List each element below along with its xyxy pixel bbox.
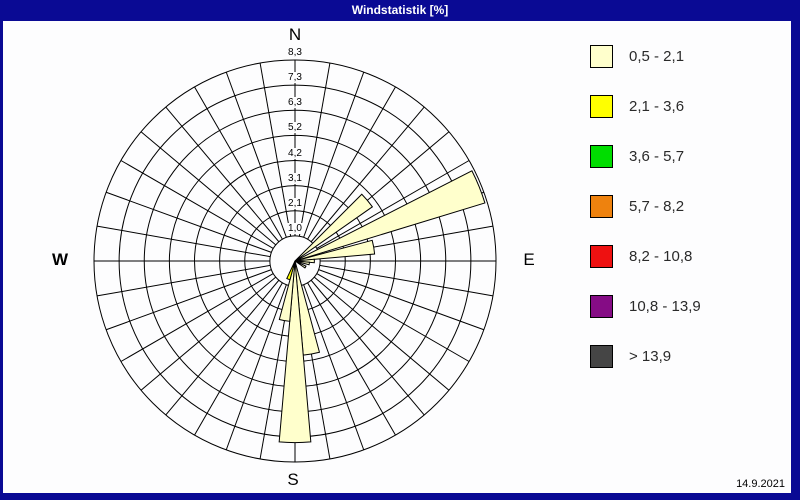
legend-label: 3,6 - 5,7 [629, 148, 685, 165]
grid-spoke [105, 191, 272, 253]
grid-spoke [96, 225, 271, 258]
date-label: 14.9.2021 [736, 478, 785, 490]
radial-axis-label: 3,1 [287, 172, 303, 184]
wind-petal [294, 239, 376, 262]
legend-item: 8,2 - 10,8 [590, 245, 701, 268]
grid-spoke [120, 160, 274, 249]
grid-spoke [105, 269, 272, 331]
legend-item: > 13,9 [590, 345, 701, 368]
radial-axis-label: 1,0 [287, 222, 303, 234]
window-titlebar: Windstatistik [%] [0, 0, 800, 21]
legend-swatch [590, 295, 613, 318]
windrose-chart [93, 59, 497, 463]
grid-spoke [140, 276, 277, 391]
wind-petal [278, 260, 312, 444]
grid-spoke [307, 86, 396, 240]
grid-spoke [310, 279, 425, 416]
legend-item: 3,6 - 5,7 [590, 145, 701, 168]
legend-label: 10,8 - 13,9 [629, 298, 701, 315]
compass-label-south: S [287, 470, 299, 489]
grid-spoke [303, 71, 365, 238]
legend-item: 5,7 - 8,2 [590, 195, 701, 218]
legend-swatch [590, 145, 613, 168]
radial-axis-label: 2,1 [287, 197, 303, 209]
compass-label-west: W [51, 250, 69, 269]
grid-spoke [313, 276, 450, 391]
grid-spoke [259, 62, 292, 237]
grid-spoke [194, 282, 283, 436]
grid-spoke [120, 273, 274, 362]
grid-spoke [307, 282, 396, 436]
grid-spoke [165, 279, 280, 416]
grid-spoke [165, 106, 280, 243]
grid-spoke [140, 131, 277, 246]
wind-petal [286, 260, 296, 281]
legend-item: 0,5 - 2,1 [590, 45, 701, 68]
legend-label: 8,2 - 10,8 [629, 248, 693, 265]
window-title: Windstatistik [%] [351, 3, 449, 17]
radial-axis-label: 4,2 [287, 147, 303, 159]
compass-label-east: E [523, 250, 535, 269]
grid-spoke [316, 273, 470, 362]
wind-petal [294, 170, 486, 262]
compass-label-north: N [288, 25, 302, 44]
grid-spoke [225, 284, 287, 451]
legend-swatch [590, 45, 613, 68]
grid-spoke [225, 71, 287, 238]
grid-spoke [310, 106, 425, 243]
grid-spoke [316, 160, 470, 249]
radial-axis-label: 5,2 [287, 122, 303, 134]
chart-area: N E S W 1,0 2,1 3,1 4,2 5,2 6,3 7,3 8,3 0,5 - 2… [3, 21, 791, 493]
wind-petal [294, 193, 374, 262]
grid-spoke [298, 62, 331, 237]
legend: 0,5 - 2,1 2,1 - 3,6 3,6 - 5,7 5,7 - 8,2 8,2 … [590, 45, 701, 395]
grid-spoke [318, 269, 485, 331]
legend-label: > 13,9 [629, 348, 672, 365]
grid-spoke [194, 86, 283, 240]
legend-label: 0,5 - 2,1 [629, 48, 685, 65]
radial-axis-label: 6,3 [287, 97, 303, 109]
legend-swatch [590, 95, 613, 118]
legend-label: 5,7 - 8,2 [629, 198, 685, 215]
radial-axis-label: 8,3 [287, 47, 303, 58]
legend-label: 2,1 - 3,6 [629, 98, 685, 115]
wind-petal [294, 260, 307, 269]
legend-swatch [590, 195, 613, 218]
legend-item: 10,8 - 13,9 [590, 295, 701, 318]
legend-swatch [590, 345, 613, 368]
radial-axis-label: 7,3 [287, 72, 303, 84]
grid-spoke [319, 264, 494, 297]
grid-spoke [303, 284, 365, 451]
legend-item: 2,1 - 3,6 [590, 95, 701, 118]
legend-swatch [590, 245, 613, 268]
grid-spoke [96, 264, 271, 297]
wind-petal [294, 260, 311, 266]
